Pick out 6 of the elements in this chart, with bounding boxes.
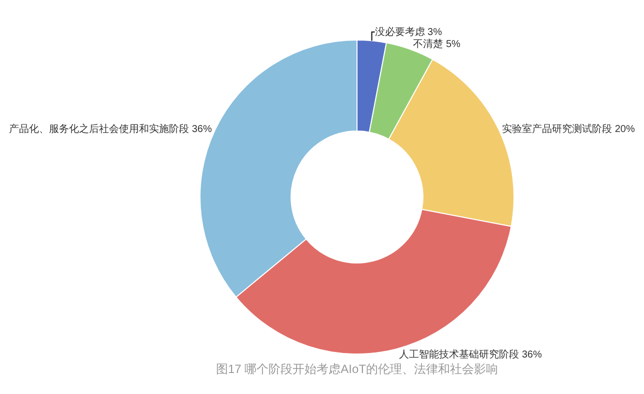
slice-label: 实验室产品研究测试阶段 20% xyxy=(502,123,635,136)
slice-label: 人工智能技术基础研究阶段 36% xyxy=(399,348,542,361)
slice-label: 产品化、服务化之后社会使用和实施阶段 36% xyxy=(9,123,212,136)
slice-label: 不清楚 5% xyxy=(413,38,461,50)
caption: 图17 哪个阶段开始考虑AIoT的伦理、法律和社会影响 xyxy=(216,362,498,376)
slice-label: 没必要考虑 3% xyxy=(374,26,442,38)
